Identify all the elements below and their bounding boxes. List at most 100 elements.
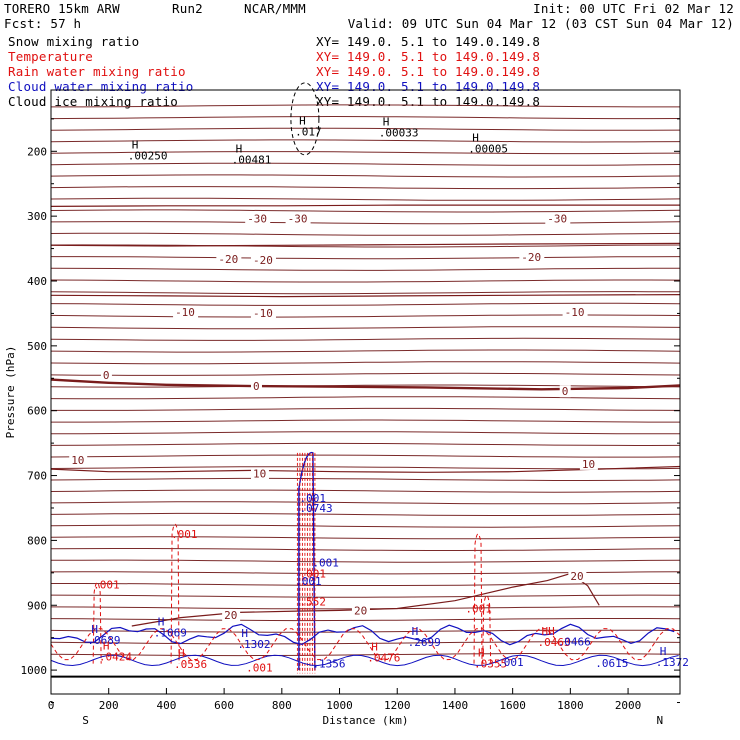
x-axis-label: Distance (km) — [322, 714, 408, 727]
isotherm-label-bg — [579, 457, 598, 470]
theta-contour — [51, 407, 681, 411]
plot-frame — [50, 89, 681, 695]
extremum-value: .001 — [497, 656, 524, 669]
isotherm-label-bg — [245, 212, 271, 225]
y-axis-label: Pressure (hPa) — [4, 346, 17, 439]
extremum-mark: H — [478, 647, 485, 660]
theta-contour — [50, 326, 681, 330]
extremum-value: .00250 — [128, 150, 168, 163]
x-tick-label: 1800 — [557, 699, 584, 712]
x-tick-label: 0 — [48, 699, 55, 712]
model-label: TORERO 15km ARW — [4, 1, 120, 16]
rain-shaft — [92, 582, 102, 664]
field-xy-rain: XY= 149.0. 5.1 to 149.0.149.8 — [316, 64, 541, 79]
theta-contour — [50, 349, 681, 353]
theta-contour — [50, 442, 681, 447]
field-name-rain: Rain water mixing ratio — [8, 64, 186, 79]
theta-contour — [50, 267, 680, 271]
isotherm-label-bg — [562, 306, 588, 319]
extremum-value: .00005 — [468, 143, 508, 156]
isotherm-label-bg — [568, 570, 587, 583]
isotherm-label: -30 — [547, 213, 567, 226]
extremum-mark: H — [103, 639, 110, 652]
extremum-value: .001 — [299, 492, 326, 505]
isotherm-label: -20 — [253, 254, 273, 267]
theta-contour — [50, 221, 681, 225]
theta-contour — [50, 501, 681, 505]
isotherm--30 — [50, 204, 680, 207]
theta-contour — [50, 162, 681, 166]
theta-contour — [50, 372, 681, 376]
isotherm-label-bg — [250, 254, 276, 267]
theta-contour — [50, 524, 681, 528]
cloud-water-band — [50, 623, 675, 646]
extremum-value: .2699 — [408, 636, 441, 649]
theta-contour — [50, 337, 681, 341]
field-name-temperature: Temperature — [8, 49, 93, 64]
y-tick-label: 400 — [27, 275, 47, 288]
org-label: NCAR/MMM — [244, 1, 306, 16]
isotherm-label-bg — [250, 306, 276, 319]
cloud-water-band — [50, 654, 679, 667]
field-name-cloud-ice: Cloud ice mixing ratio — [8, 94, 178, 109]
theta-contour — [50, 396, 681, 400]
x-tick-label: 200 — [99, 699, 119, 712]
theta-contour — [50, 186, 681, 190]
theta-contour — [50, 361, 681, 365]
theta-contour — [50, 232, 681, 236]
x-tick-label: 2000 — [615, 699, 642, 712]
cloud-ice-contour — [290, 82, 320, 156]
x-tick-label: 1000 — [326, 699, 353, 712]
theta-contour — [50, 512, 681, 516]
x-tick-label: 800 — [272, 699, 292, 712]
extremum-value: .0466 — [558, 635, 591, 648]
theta-contour — [50, 197, 681, 201]
theta-contour — [50, 454, 681, 458]
isotherm-label: 0 — [253, 380, 260, 393]
theta-contour — [50, 151, 681, 155]
isotherm-label: 0 — [562, 385, 569, 398]
isotherm-label: 0 — [103, 369, 110, 382]
theta-contour — [50, 618, 681, 622]
theta-contour — [50, 244, 681, 248]
y-tick-label: 300 — [27, 210, 47, 223]
theta-contour — [50, 302, 681, 306]
isotherm-label: -20 — [218, 253, 238, 266]
y-tick-label: 700 — [27, 470, 47, 483]
theta-contour — [50, 477, 681, 481]
north-label: N — [656, 714, 663, 727]
extremum-value: .001 — [171, 528, 198, 541]
y-tick-label: 800 — [27, 534, 47, 547]
isotherm-label-bg — [545, 212, 571, 225]
isotherm-label-bg — [250, 380, 262, 393]
extremum-value: .0424 — [99, 650, 132, 663]
field-xy-snow: XY= 149.0. 5.1 to 149.0.149.8 — [316, 34, 541, 49]
theta-contour — [50, 489, 681, 493]
extremum-value: .0476 — [367, 652, 400, 665]
isotherm-label: 20 — [224, 609, 237, 622]
extremum-value: .017 — [295, 126, 322, 139]
theta-contour — [51, 104, 680, 108]
extremum-mark: H — [236, 143, 243, 156]
south-label: S — [82, 714, 89, 727]
extremum-mark: H — [299, 115, 306, 128]
extremum-value: .0689 — [87, 634, 120, 647]
x-tick-label: 400 — [156, 699, 176, 712]
isotherm-label: -10 — [175, 306, 195, 319]
extremum-mark: H — [91, 623, 98, 636]
extremum-value: .1372 — [656, 656, 689, 669]
cloud-water-tower — [298, 452, 316, 671]
isotherm-label: 10 — [253, 468, 266, 481]
isotherm-0 — [50, 378, 681, 391]
rain-shaft — [482, 595, 492, 664]
extremum-value: .00033 — [379, 126, 419, 139]
rain-shaft — [473, 533, 483, 664]
theta-contour — [50, 431, 680, 435]
isotherm-label-bg — [285, 212, 311, 225]
extremum-value: .1069 — [154, 626, 187, 639]
run-label: Run2 — [172, 1, 203, 16]
theta-contour — [50, 559, 681, 563]
y-tick-label: 900 — [27, 599, 47, 612]
isotherm-label: 10 — [71, 454, 84, 467]
extremum-mark: HH — [542, 625, 555, 638]
